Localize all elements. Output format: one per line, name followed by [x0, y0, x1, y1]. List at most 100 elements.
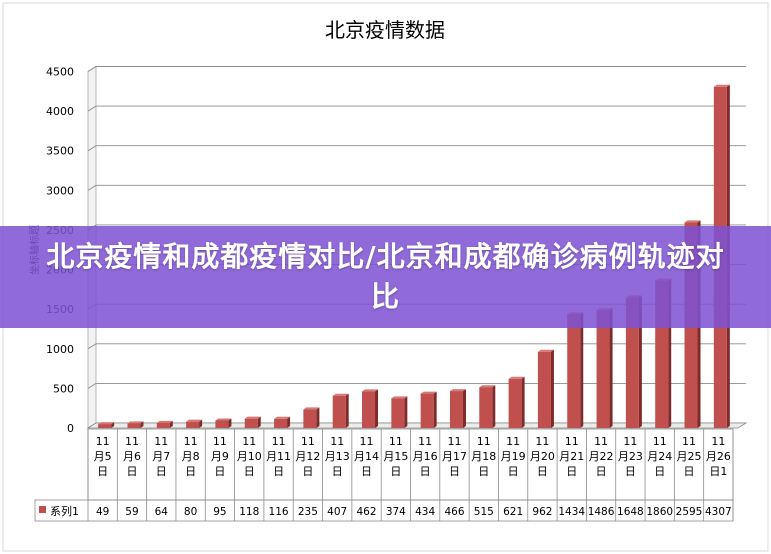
bar-side — [492, 385, 496, 428]
bar — [303, 409, 317, 428]
data-label: 59 — [125, 506, 138, 518]
bar-side — [257, 416, 261, 428]
x-tick-label: 11 月9 日 — [211, 435, 229, 478]
x-tick-label: 11 月18 日 — [471, 435, 496, 478]
bar-top — [274, 416, 291, 419]
data-label: 434 — [415, 506, 435, 518]
data-label: 118 — [239, 506, 259, 518]
gridline — [87, 66, 746, 72]
x-tick-label: 11 月19 日 — [501, 435, 526, 478]
bar-top — [391, 396, 408, 399]
data-label: 235 — [298, 506, 318, 518]
legend-key — [39, 506, 46, 513]
bar — [567, 314, 581, 428]
y-tick-label: 4500 — [46, 66, 74, 79]
bar — [127, 423, 141, 428]
data-label: 466 — [444, 506, 464, 518]
gridline — [87, 145, 746, 152]
y-tick-label: 1000 — [46, 343, 74, 356]
bar-side — [433, 391, 437, 428]
bar — [508, 378, 522, 428]
x-tick-label: 11 月14 日 — [354, 435, 379, 478]
bar — [420, 393, 434, 428]
y-tick-label: 3000 — [46, 184, 74, 197]
x-tick-label: 11 月6 日 — [123, 435, 141, 478]
data-label: 1860 — [646, 506, 673, 518]
bar-top — [362, 389, 379, 392]
x-tick-label: 11 月16 日 — [413, 435, 438, 478]
x-tick-label: 11 月17 日 — [442, 435, 467, 478]
x-tick-label: 11 月25 日 — [677, 435, 702, 478]
bar — [625, 297, 639, 428]
bar-side — [404, 396, 408, 428]
x-tick-label: 11 月22 日 — [589, 435, 614, 478]
bar — [332, 395, 346, 428]
bar — [449, 391, 463, 428]
bar — [186, 421, 200, 428]
bar-side — [140, 421, 144, 428]
y-tick-label: 4000 — [46, 105, 74, 118]
bar — [596, 310, 610, 428]
x-tick-label: 11 月5 日 — [94, 435, 112, 478]
bar-top — [215, 418, 232, 421]
bar — [537, 351, 551, 428]
gridline — [87, 184, 746, 191]
bar-side — [228, 418, 232, 428]
x-tick-label: 11 月20 日 — [530, 435, 555, 478]
data-label: 621 — [503, 506, 523, 518]
bar — [391, 398, 405, 428]
data-label: 80 — [184, 506, 197, 518]
x-tick-label: 11 月10 日 — [237, 435, 262, 478]
data-label: 4307 — [705, 506, 732, 518]
data-label: 515 — [474, 506, 494, 518]
bar — [362, 391, 376, 428]
title-banner: 北京疫情和成都疫情对比/北京和成都确诊病例轨迹对比 — [0, 226, 771, 328]
banner-text: 北京疫情和成都疫情对比/北京和成都确诊病例轨迹对比 — [46, 240, 725, 313]
bar-top — [449, 389, 466, 392]
y-tick-label: 3500 — [46, 145, 74, 158]
data-label: 374 — [386, 506, 406, 518]
bar-top — [713, 84, 730, 87]
bar-top — [479, 385, 496, 388]
bar-top — [156, 420, 173, 423]
bar — [156, 422, 170, 428]
data-label: 95 — [213, 506, 226, 518]
bar-side — [287, 416, 291, 428]
bar-top — [684, 220, 701, 223]
bar-side — [580, 312, 584, 428]
bar-top — [508, 376, 525, 379]
bar-side — [375, 389, 379, 428]
data-label: 962 — [532, 506, 552, 518]
chart-title: 北京疫情数据 — [325, 18, 445, 42]
data-label: 2595 — [676, 506, 703, 518]
bar-side — [550, 349, 554, 428]
gridline — [87, 105, 746, 112]
bar — [479, 387, 493, 428]
bar-top — [537, 349, 554, 352]
bar-side — [169, 420, 173, 428]
bar-side — [345, 393, 349, 428]
bar — [98, 424, 112, 428]
bar-side — [199, 419, 203, 428]
gridline — [87, 343, 746, 350]
data-label: 49 — [96, 506, 109, 518]
x-tick-label: 11 月24 日 — [647, 435, 672, 478]
bar-top — [244, 416, 261, 419]
data-label: 1648 — [617, 506, 644, 518]
x-tick-label: 11 月11 日 — [266, 435, 291, 478]
bar-top — [98, 422, 115, 425]
legend-series-name: 系列1 — [50, 504, 79, 518]
x-tick-label: 11 月21 日 — [559, 435, 584, 478]
x-tick-label: 11 月7 日 — [152, 435, 170, 478]
x-tick-label: 11 月26 日1 — [706, 435, 731, 478]
bar-top — [127, 421, 144, 424]
data-label: 407 — [327, 506, 347, 518]
bar-side — [316, 407, 320, 428]
x-tick-label: 11 月12 日 — [295, 435, 320, 478]
data-label: 116 — [269, 506, 289, 518]
bar — [244, 418, 258, 428]
bar-side — [638, 295, 642, 428]
y-tick-label: 500 — [53, 382, 74, 395]
data-label: 1434 — [558, 506, 585, 518]
bar-top — [186, 419, 203, 422]
